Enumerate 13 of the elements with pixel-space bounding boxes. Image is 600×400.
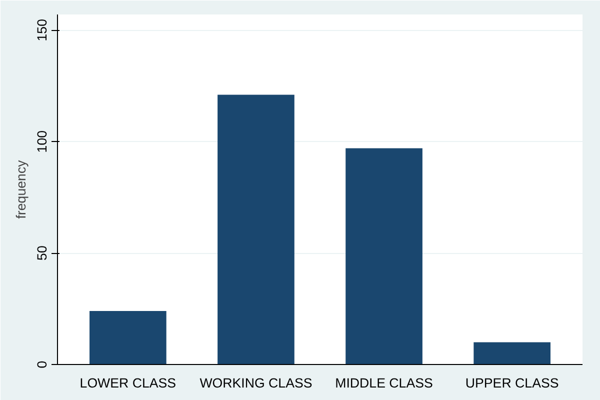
- x-tick-label: LOWER CLASS: [80, 376, 176, 390]
- bar: [90, 310, 166, 364]
- y-tick-label: 150: [34, 18, 50, 42]
- y-tick-label: 100: [34, 130, 50, 153]
- y-tick-label: 50: [34, 246, 50, 260]
- bar: [218, 94, 294, 364]
- x-tick-label: WORKING CLASS: [200, 376, 312, 390]
- x-tick-label: UPPER CLASS: [465, 376, 559, 390]
- bar: [346, 148, 422, 364]
- bar: [474, 342, 550, 364]
- x-tick-label: MIDDLE CLASS: [335, 376, 434, 390]
- y-tick-label: 0: [34, 360, 50, 368]
- y-axis-title: frequency: [14, 160, 28, 219]
